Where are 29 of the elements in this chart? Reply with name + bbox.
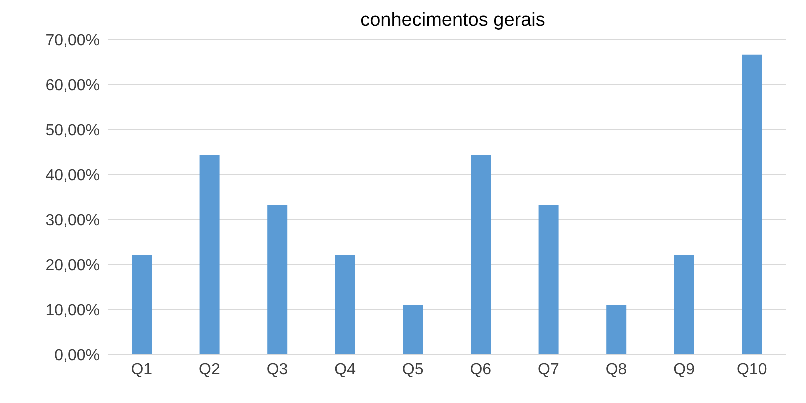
x-tick-label: Q1: [131, 361, 153, 378]
x-tick-label: Q2: [199, 361, 220, 378]
x-tick-label: Q5: [402, 361, 424, 378]
x-tick-label: Q6: [470, 361, 492, 378]
bar: [403, 305, 424, 355]
bar: [268, 205, 288, 355]
y-tick-label: 30,00%: [46, 212, 100, 230]
y-tick-label: 60,00%: [46, 78, 100, 95]
bar: [742, 54, 762, 355]
x-tick-label: Q10: [736, 361, 768, 378]
y-tick-label: 0,00%: [54, 348, 100, 365]
x-tick-label: Q9: [674, 361, 696, 378]
x-tick-label: Q8: [606, 361, 628, 378]
bar: [471, 155, 491, 355]
bar: [132, 255, 152, 355]
bar: [674, 255, 694, 355]
x-tick-label: Q4: [334, 361, 356, 378]
y-tick-label: 50,00%: [46, 122, 100, 140]
bar: [335, 255, 356, 355]
chart-title: conhecimentos gerais: [360, 10, 546, 32]
bar: [200, 155, 220, 355]
bar: [538, 205, 559, 355]
y-tick-label: 10,00%: [46, 302, 100, 320]
bar: [606, 305, 627, 355]
x-tick-label: Q7: [538, 361, 560, 378]
y-tick-label: 70,00%: [46, 32, 100, 50]
y-tick-label: 20,00%: [46, 258, 100, 275]
y-tick-label: 40,00%: [46, 168, 100, 185]
x-tick-label: Q3: [266, 361, 288, 378]
